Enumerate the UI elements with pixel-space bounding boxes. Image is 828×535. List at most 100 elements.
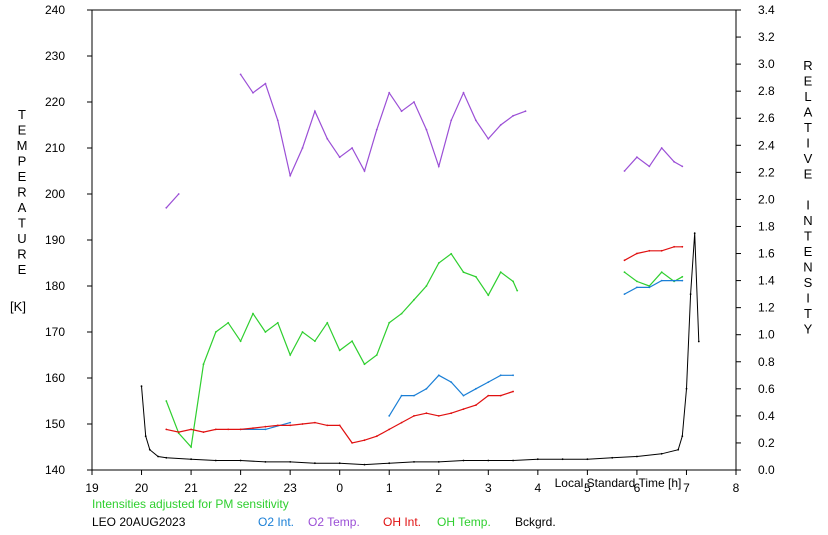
series-oh-temp-point xyxy=(375,354,378,356)
y-left-tick-label: 180 xyxy=(45,279,65,293)
y-left-tick-label: 150 xyxy=(45,417,65,431)
series-oh-temp-point xyxy=(363,363,366,366)
series-oh-temp-point xyxy=(681,275,684,278)
series-oh-temp-point xyxy=(437,262,440,264)
series-oh-temp-point xyxy=(487,294,490,297)
x-tick-label: 1 xyxy=(386,481,393,495)
series-oh-temp-point xyxy=(425,285,428,287)
y-left-tick-label: 140 xyxy=(45,463,65,477)
series-bckgrd-point xyxy=(190,458,193,461)
left-axis-letter: R xyxy=(17,185,26,200)
series-o2-temp-point xyxy=(388,91,391,94)
left-axis-letter: E xyxy=(18,169,27,184)
y-right-tick-label: 1.0 xyxy=(758,328,775,342)
right-axis-letter: I xyxy=(806,136,810,151)
series-bckgrd-point xyxy=(214,459,217,462)
series-oh-temp-point xyxy=(351,340,353,343)
series-o2-int-point xyxy=(673,279,675,282)
series-o2-temp-point xyxy=(264,82,267,85)
y-right-tick-label: 3.2 xyxy=(758,30,775,44)
x-tick-label: 4 xyxy=(535,481,542,495)
right-axis-letter: A xyxy=(804,105,813,120)
series-oh-temp-point xyxy=(227,321,230,324)
y-left-tick-label: 210 xyxy=(45,141,65,155)
series-oh-int-point xyxy=(276,424,279,427)
legend-item: OH Int. xyxy=(383,515,421,529)
series-o2-temp-point xyxy=(660,147,663,149)
series-oh-int-point xyxy=(462,408,465,410)
series-bckgrd-point xyxy=(363,463,366,466)
series-o2-temp-point xyxy=(363,170,366,172)
series-oh-int-point xyxy=(338,424,341,427)
series-bckgrd-point xyxy=(487,459,490,462)
x-tick-label: 22 xyxy=(234,481,248,495)
series-bckgrd-point xyxy=(512,459,514,462)
series-bckgrd-point xyxy=(165,456,168,459)
series-oh-temp-point xyxy=(314,340,316,343)
series-oh-int-point xyxy=(623,259,626,262)
y-right-tick-label: 0.8 xyxy=(758,355,775,369)
series-o2-temp-point xyxy=(673,160,675,163)
series-o2-temp-point xyxy=(636,156,638,159)
series-bckgrd-point xyxy=(697,340,700,343)
series-o2-int-point xyxy=(636,286,638,289)
station-label: LEO 20AUG2023 xyxy=(92,515,186,529)
series-oh-int-point xyxy=(681,245,684,248)
series-o2-temp-point xyxy=(338,156,341,159)
series-bckgrd-point xyxy=(681,435,684,438)
series-o2-temp-point xyxy=(475,119,477,122)
series-o2-int-point xyxy=(413,394,415,397)
series-oh-int-point xyxy=(314,421,316,424)
series-o2-temp-point xyxy=(239,73,242,76)
series-oh-int-point xyxy=(512,390,514,393)
y-left-tick-label: 230 xyxy=(45,49,65,63)
right-axis-letter: N xyxy=(803,260,812,275)
series-bckgrd-point xyxy=(388,462,391,465)
series-o2-temp-point xyxy=(437,165,440,168)
series-oh-int-point xyxy=(214,428,217,431)
series-o2-int-point xyxy=(450,381,453,383)
series-oh-int-point xyxy=(660,249,663,252)
series-o2-temp-line xyxy=(165,74,683,209)
series-oh-int-point xyxy=(450,412,453,415)
y-right-tick-label: 2.6 xyxy=(758,111,775,125)
series-o2-temp-point xyxy=(314,110,316,113)
right-axis-letter: E xyxy=(804,244,813,259)
axis-layer: 19 20 21 22 23 0 1 2 3 4 5 6 7 8140150160170180190200… xyxy=(45,3,775,495)
series-o2-int-point xyxy=(437,374,440,377)
series-oh-int-point xyxy=(190,428,193,431)
series-oh-temp-point xyxy=(636,280,638,283)
right-axis-letter: Y xyxy=(804,322,813,337)
series-oh-int-point xyxy=(487,394,490,397)
right-axis-letter: I xyxy=(806,198,810,213)
series-o2-int-point xyxy=(681,279,684,282)
series-o2-temp-point xyxy=(512,114,514,117)
series-bckgrd-point xyxy=(677,448,680,451)
series-oh-int-point xyxy=(475,404,477,406)
legend: O2 Int. O2 Temp. OH Int. OH Temp. Bckgrd. xyxy=(258,515,556,529)
series-layer xyxy=(140,73,700,466)
series-oh-int-point xyxy=(648,249,651,252)
x-tick-label: 8 xyxy=(733,481,740,495)
series-oh-int-point xyxy=(363,439,366,442)
x-tick-label: 6 xyxy=(634,481,641,495)
y-right-tick-label: 1.6 xyxy=(758,247,775,261)
legend-item: Bckgrd. xyxy=(515,515,556,529)
series-oh-int-point xyxy=(252,427,254,429)
series-bckgrd-point xyxy=(660,452,663,455)
y-right-tick-label: 1.8 xyxy=(758,219,775,233)
series-oh-int-point xyxy=(673,245,675,248)
series-o2-int-point xyxy=(289,421,292,424)
series-oh-temp-point xyxy=(462,271,465,274)
series-oh-temp-point xyxy=(516,289,519,292)
series-oh-temp-point xyxy=(512,280,514,283)
y-right-tick-label: 3.4 xyxy=(758,3,775,17)
series-oh-int-point xyxy=(177,431,180,433)
x-tick-label: 19 xyxy=(85,481,99,495)
series-o2-temp-point xyxy=(462,91,465,94)
series-bckgrd-point xyxy=(636,455,638,458)
series-oh-temp-point xyxy=(214,331,217,333)
series-o2-temp-point xyxy=(681,165,684,168)
